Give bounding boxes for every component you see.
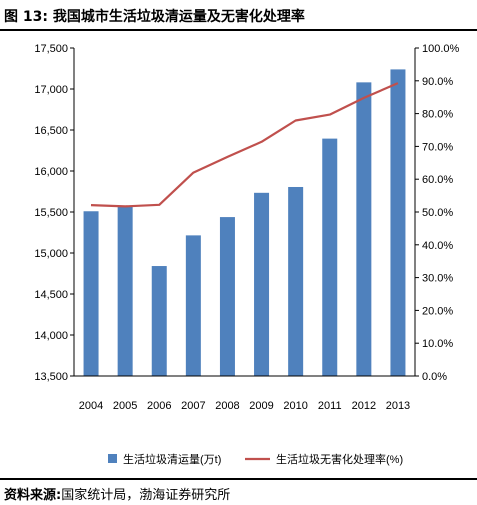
bar — [254, 192, 270, 376]
right-tick-label: 20.0% — [422, 305, 453, 317]
title-divider — [0, 29, 477, 31]
x-tick-label: 2008 — [215, 400, 239, 412]
right-tick-label: 0.0% — [422, 371, 447, 383]
right-tick-label: 10.0% — [422, 338, 453, 350]
source-label: 资料来源: — [4, 488, 62, 503]
figure-title: 图 13: 我国城市生活垃圾清运量及无害化处理率 — [4, 9, 305, 25]
bar — [83, 211, 99, 376]
right-tick-label: 60.0% — [422, 174, 453, 186]
x-tick-label: 2005 — [113, 400, 137, 412]
left-tick-label: 14,000 — [34, 330, 68, 342]
x-tick-label: 2009 — [249, 400, 273, 412]
right-tick-label: 30.0% — [422, 273, 453, 285]
x-tick-label: 2011 — [318, 400, 342, 412]
legend-bar-swatch — [108, 454, 117, 463]
legend-bar-label: 生活垃圾清运量(万t) — [123, 452, 221, 466]
right-tick-label: 70.0% — [422, 141, 453, 153]
bar — [288, 186, 304, 376]
bar — [117, 205, 133, 376]
source-divider — [0, 478, 477, 480]
x-tick-label: 2013 — [386, 400, 410, 412]
left-tick-label: 17,500 — [34, 43, 68, 55]
bar — [185, 235, 201, 376]
x-tick-label: 2012 — [352, 400, 376, 412]
right-tick-label: 100.0% — [422, 43, 460, 55]
bar — [322, 138, 338, 376]
right-tick-label: 90.0% — [422, 76, 453, 88]
figure-source: 资料来源:国家统计局，渤海证券研究所 — [4, 484, 230, 503]
left-tick-label: 16,000 — [34, 166, 68, 178]
bar — [356, 82, 372, 376]
bar — [219, 217, 235, 376]
bar — [390, 69, 406, 376]
left-tick-label: 16,500 — [34, 125, 68, 137]
x-tick-label: 2006 — [147, 400, 171, 412]
right-tick-label: 50.0% — [422, 207, 453, 219]
left-tick-label: 13,500 — [34, 371, 68, 383]
legend-line-label: 生活垃圾无害化处理率(%) — [276, 452, 403, 466]
left-tick-label: 15,000 — [34, 248, 68, 260]
bar — [151, 266, 167, 376]
right-tick-label: 80.0% — [422, 109, 453, 121]
series-line — [90, 82, 399, 208]
x-tick-label: 2010 — [283, 400, 307, 412]
left-tick-label: 15,500 — [34, 207, 68, 219]
x-tick-label: 2004 — [79, 400, 103, 412]
right-tick-label: 40.0% — [422, 240, 453, 252]
left-tick-label: 17,000 — [34, 84, 68, 96]
chart: 13,500 14,000 14,500 15,000 15,500 16,000 16,5… — [34, 43, 460, 466]
x-tick-label: 2007 — [181, 400, 205, 412]
source-text: 国家统计局，渤海证券研究所 — [61, 488, 231, 503]
left-tick-label: 14,500 — [34, 289, 68, 301]
